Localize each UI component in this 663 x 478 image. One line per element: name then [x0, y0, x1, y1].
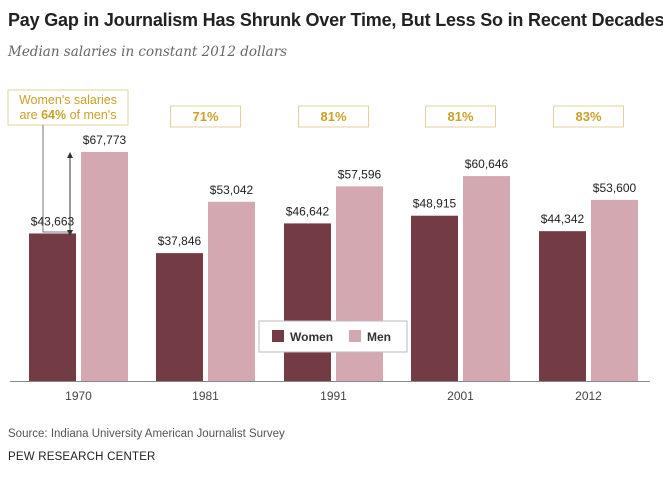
ratio-box-1981: [170, 105, 241, 128]
arrow-head-up-icon: [67, 152, 73, 158]
arrow-head-down-icon: [67, 230, 73, 236]
value-label-men-2012: $53,600: [593, 181, 637, 195]
value-label-men-1970: $67,773: [83, 133, 127, 147]
legend-label-men: Men: [367, 330, 391, 344]
org-name: PEW RESEARCH CENTER: [8, 451, 156, 463]
annotation-connector: [42, 125, 72, 233]
legend: Women Men: [258, 320, 408, 353]
ratio-label-1991: 81%: [320, 109, 346, 124]
value-label-men-2001: $60,646: [465, 157, 509, 171]
ratio-boxes-group: 71% 81% 81% 83%: [170, 105, 624, 128]
bar-men-2012: [591, 199, 638, 381]
source-note: Source: Indiana University American Jour…: [8, 428, 285, 440]
ratio-label-2001: 81%: [447, 109, 473, 124]
value-label-women-1970: $43,663: [31, 214, 75, 228]
bar-men-1981: [208, 201, 255, 381]
annotation-box: [7, 89, 129, 126]
bar-women-2012: [539, 231, 586, 381]
bars-group: [29, 152, 638, 381]
bar-men-1970: [81, 152, 128, 381]
value-label-men-1991: $57,596: [338, 167, 382, 181]
x-axis: 1970 1981 1991 2001 2012: [10, 381, 650, 403]
ratio-box-2012: [553, 105, 624, 128]
bar-men-2001: [463, 176, 510, 381]
bar-women-1970: [29, 233, 76, 381]
ratio-box-2001: [425, 105, 496, 128]
bar-women-2001: [411, 215, 458, 381]
bar-women-1991: [284, 223, 331, 381]
chart-subtitle: Median salaries in constant 2012 dollars: [8, 44, 288, 60]
annotation-line2: are 64% of men's: [20, 108, 117, 122]
bar-women-1981: [156, 253, 203, 381]
value-label-men-1981: $53,042: [210, 183, 254, 197]
x-tick-label-2012: 2012: [575, 389, 602, 403]
value-label-women-2012: $44,342: [541, 212, 585, 226]
chart-title: Pay Gap in Journalism Has Shrunk Over Ti…: [8, 10, 663, 30]
annotation-line1: Women's salaries: [19, 93, 117, 107]
x-tick-label-1981: 1981: [192, 389, 219, 403]
x-tick-label-1970: 1970: [65, 389, 92, 403]
x-tick-label-2001: 2001: [447, 389, 474, 403]
legend-swatch-men: [349, 330, 361, 342]
ratio-label-2012: 83%: [575, 109, 601, 124]
ratio-label-1981: 71%: [192, 109, 218, 124]
legend-swatch-women: [272, 330, 284, 342]
value-labels-group: $43,663 $67,773 $37,846 $53,042 $46,642 $57,5…: [31, 133, 637, 248]
ratio-box-1991: [298, 105, 369, 128]
value-label-women-1981: $37,846: [158, 234, 202, 248]
value-label-women-2001: $48,915: [413, 197, 457, 211]
x-tick-label-1991: 1991: [320, 389, 347, 403]
value-label-women-1991: $46,642: [286, 204, 330, 218]
legend-label-women: Women: [290, 330, 333, 344]
